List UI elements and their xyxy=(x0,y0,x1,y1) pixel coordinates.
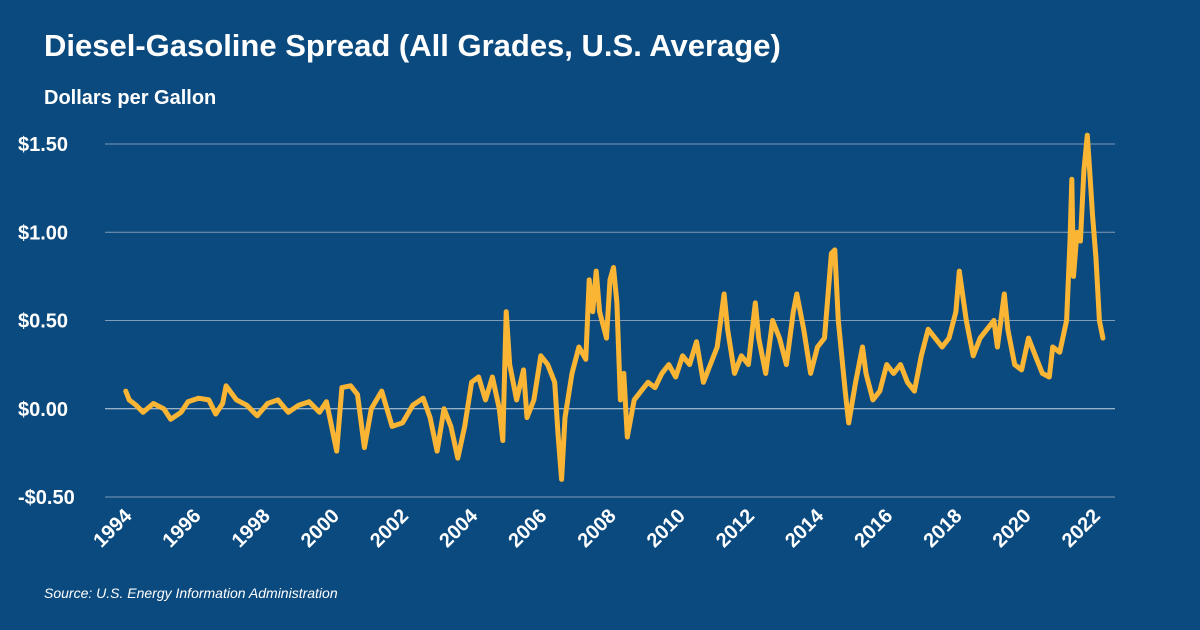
y-axis-label: Dollars per Gallon xyxy=(44,87,216,109)
y-tick-label: -$0.50 xyxy=(18,487,75,509)
source: Source: U.S. Energy Information Administ… xyxy=(44,585,338,601)
y-tick-label: $0.00 xyxy=(18,399,68,421)
y-tick-label: $1.50 xyxy=(18,134,68,156)
y-tick-label: $0.50 xyxy=(18,311,68,333)
chart-title: Diesel-Gasoline Spread (All Grades, U.S.… xyxy=(44,28,781,63)
data-line xyxy=(123,132,1106,482)
y-tick-label: $1.00 xyxy=(18,222,68,244)
